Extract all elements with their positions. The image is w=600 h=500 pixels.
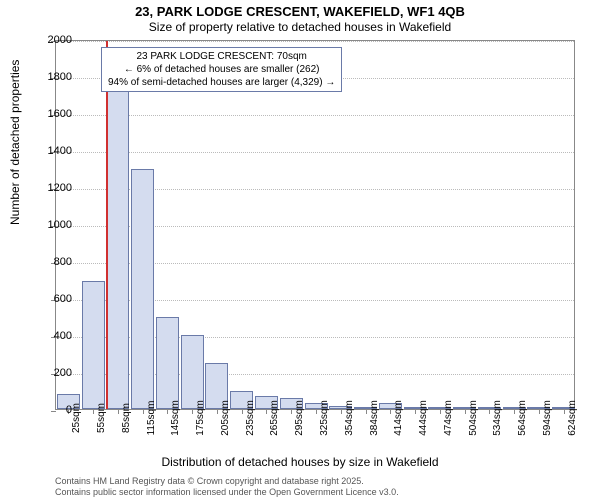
- xtick-label: 85sqm: [121, 403, 132, 433]
- xtick-label: 414sqm: [393, 400, 404, 436]
- xtick-label: 564sqm: [517, 400, 528, 436]
- annotation-line-2: ← 6% of detached houses are smaller (262…: [108, 63, 335, 76]
- ytick-label: 400: [54, 330, 72, 342]
- ytick-label: 1600: [48, 108, 72, 120]
- annotation-line-1: 23 PARK LODGE CRESCENT: 70sqm: [108, 50, 335, 63]
- histogram-bar: [82, 281, 105, 409]
- ytick-label: 1200: [48, 182, 72, 194]
- y-axis-label: Number of detached properties: [8, 60, 22, 225]
- ytick-label: 1000: [48, 219, 72, 231]
- ytick-label: 800: [54, 256, 72, 268]
- chart-title-sub: Size of property relative to detached ho…: [149, 20, 451, 34]
- xtick-mark: [440, 409, 441, 414]
- xtick-mark: [489, 409, 490, 414]
- xtick-mark: [366, 409, 367, 414]
- xtick-mark: [167, 409, 168, 414]
- xtick-label: 25sqm: [71, 403, 82, 433]
- footer-line-2: Contains public sector information licen…: [55, 487, 399, 498]
- xtick-mark: [217, 409, 218, 414]
- ytick-mark: [51, 411, 56, 412]
- footer-line-1: Contains HM Land Registry data © Crown c…: [55, 476, 399, 487]
- xtick-label: 55sqm: [96, 403, 107, 433]
- xtick-label: 474sqm: [443, 400, 454, 436]
- histogram-bar: [181, 335, 204, 409]
- chart-title-main: 23, PARK LODGE CRESCENT, WAKEFIELD, WF1 …: [135, 4, 465, 19]
- xtick-label: 325sqm: [319, 400, 330, 436]
- xtick-mark: [316, 409, 317, 414]
- xtick-label: 354sqm: [344, 400, 355, 436]
- xtick-label: 115sqm: [146, 401, 157, 436]
- xtick-mark: [143, 409, 144, 414]
- ytick-label: 200: [54, 367, 72, 379]
- xtick-label: 534sqm: [492, 400, 503, 436]
- footer-attribution: Contains HM Land Registry data © Crown c…: [55, 476, 399, 498]
- xtick-label: 145sqm: [170, 400, 181, 436]
- xtick-label: 594sqm: [542, 400, 553, 436]
- xtick-mark: [415, 409, 416, 414]
- plot-area: 23 PARK LODGE CRESCENT: 70sqm ← 6% of de…: [55, 40, 575, 410]
- marker-line: [106, 41, 108, 409]
- xtick-mark: [341, 409, 342, 414]
- xtick-label: 444sqm: [418, 400, 429, 436]
- xtick-label: 265sqm: [269, 400, 280, 436]
- xtick-label: 205sqm: [220, 400, 231, 436]
- annotation-line-3: 94% of semi-detached houses are larger (…: [108, 76, 335, 89]
- xtick-mark: [291, 409, 292, 414]
- xtick-label: 624sqm: [567, 400, 578, 436]
- gridline: [56, 115, 574, 116]
- xtick-mark: [242, 409, 243, 414]
- xtick-mark: [192, 409, 193, 414]
- ytick-label: 1400: [48, 145, 72, 157]
- gridline: [56, 41, 574, 42]
- xtick-mark: [118, 409, 119, 414]
- xtick-label: 175sqm: [195, 400, 206, 436]
- annotation-box: 23 PARK LODGE CRESCENT: 70sqm ← 6% of de…: [101, 47, 342, 92]
- histogram-bar: [106, 65, 129, 409]
- xtick-label: 235sqm: [245, 400, 256, 436]
- xtick-mark: [539, 409, 540, 414]
- ytick-label: 1800: [48, 71, 72, 83]
- ytick-label: 2000: [48, 34, 72, 46]
- xtick-mark: [514, 409, 515, 414]
- x-axis-label: Distribution of detached houses by size …: [161, 455, 438, 469]
- ytick-label: 600: [54, 293, 72, 305]
- xtick-label: 384sqm: [369, 400, 380, 436]
- xtick-mark: [465, 409, 466, 414]
- histogram-bar: [131, 169, 154, 410]
- histogram-bar: [156, 317, 179, 410]
- gridline: [56, 152, 574, 153]
- chart-container: 23, PARK LODGE CRESCENT, WAKEFIELD, WF1 …: [0, 0, 600, 500]
- xtick-mark: [390, 409, 391, 414]
- xtick-mark: [564, 409, 565, 414]
- xtick-label: 504sqm: [468, 400, 479, 436]
- xtick-mark: [266, 409, 267, 414]
- xtick-mark: [93, 409, 94, 414]
- xtick-label: 295sqm: [294, 400, 305, 436]
